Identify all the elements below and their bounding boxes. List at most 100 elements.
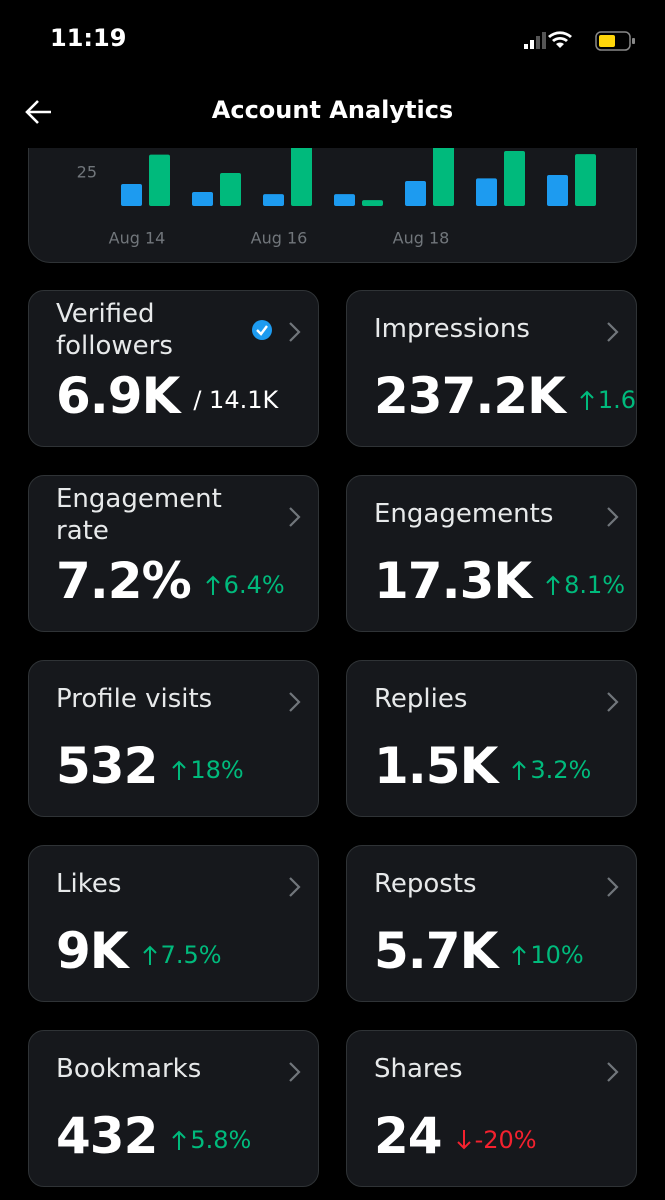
metric-card[interactable]: Bookmarks 432 5.8% xyxy=(28,1030,319,1187)
arrow-path xyxy=(512,945,527,965)
card-label: Engagements xyxy=(374,499,554,529)
change-text: 10% xyxy=(530,941,584,969)
change-arrow xyxy=(580,390,594,410)
chevron xyxy=(607,322,619,342)
change-text: 18% xyxy=(190,756,244,784)
card-value: 432 xyxy=(56,1107,158,1165)
metric-card[interactable]: Replies 1.5K 3.2% xyxy=(346,660,637,817)
chevron-path xyxy=(289,322,301,342)
change-text: 3.2% xyxy=(530,756,592,784)
card-value: 6.9K xyxy=(56,367,180,425)
metric-card[interactable]: Engagement rate 7.2% 6.4% xyxy=(28,475,319,632)
status-time: 11:19 xyxy=(50,24,127,52)
chevron xyxy=(289,507,301,527)
bar xyxy=(263,194,284,206)
change-arrow xyxy=(456,1130,471,1150)
metric-card[interactable]: Likes 9K 7.5% xyxy=(28,845,319,1002)
bar xyxy=(334,194,355,206)
metric-card[interactable]: Shares 24 -20% xyxy=(346,1030,637,1187)
card-row: 6.9K / 14.1K xyxy=(56,367,279,425)
card-row: 5.7K 10% xyxy=(374,922,584,980)
chevron-path xyxy=(289,692,301,712)
card-row: 9K 7.5% xyxy=(56,922,222,980)
card-change: 1.6% xyxy=(579,386,637,414)
change-text: 6.4% xyxy=(223,571,285,599)
chevron xyxy=(607,507,619,527)
card-label: Engagement rate xyxy=(56,484,222,546)
arrow-path xyxy=(456,1130,471,1150)
metric-card[interactable]: Profile visits 532 18% xyxy=(28,660,319,817)
card-value: 1.5K xyxy=(374,737,498,795)
chevron xyxy=(289,322,301,342)
chevron-path xyxy=(607,877,619,897)
metric-card[interactable]: Verified followers 6.9K / 14.1K xyxy=(28,290,319,447)
card-change: 18% xyxy=(171,756,244,784)
metric-card[interactable]: Impressions 237.2K 1.6% xyxy=(346,290,637,447)
change-text: 5.8% xyxy=(190,1126,252,1154)
header: Account Analytics xyxy=(0,78,665,148)
card-value: 24 xyxy=(374,1107,443,1165)
card-label: Bookmarks xyxy=(56,1054,202,1084)
bar xyxy=(476,178,497,206)
card-value: 9K xyxy=(56,922,129,980)
card-row: 17.3K 8.1% xyxy=(374,552,626,610)
chevron xyxy=(289,1062,301,1082)
card-row: 432 5.8% xyxy=(56,1107,251,1165)
verified-badge xyxy=(252,320,272,340)
card-label: Reposts xyxy=(374,869,477,899)
card-label: Replies xyxy=(374,684,468,714)
card-label: Shares xyxy=(374,1054,463,1084)
bar xyxy=(121,183,142,206)
status-icons xyxy=(524,31,635,51)
chevron-path xyxy=(289,507,301,527)
x-tick-label: Aug 14 xyxy=(109,229,166,248)
change-text: 1.6% xyxy=(597,386,637,414)
change-arrow xyxy=(546,575,560,595)
chevron-path xyxy=(607,692,619,712)
bar xyxy=(220,173,241,206)
change-text: -20% xyxy=(474,1126,537,1154)
card-row: 532 18% xyxy=(56,737,244,795)
x-tick-label: Aug 16 xyxy=(251,229,308,248)
card-label: Profile visits xyxy=(56,684,213,714)
arrow-path xyxy=(142,945,157,965)
card-value: 17.3K xyxy=(374,552,532,610)
chevron-path xyxy=(289,1062,301,1082)
change-arrow xyxy=(172,1130,187,1150)
card-change: 6.4% xyxy=(205,571,285,599)
change-arrow xyxy=(512,760,527,780)
card-label: Verified followers xyxy=(56,299,173,361)
bar xyxy=(433,145,454,206)
card-row: 7.2% 6.4% xyxy=(56,552,285,610)
bar xyxy=(291,145,312,206)
back-button[interactable] xyxy=(24,98,54,126)
y-tick-label: 25 xyxy=(77,163,97,182)
bar xyxy=(547,175,568,206)
arrow-path xyxy=(172,760,187,780)
card-value: 237.2K xyxy=(374,367,566,425)
card-sub: / 14.1K xyxy=(193,386,279,414)
chevron-path xyxy=(289,877,301,897)
bar xyxy=(405,180,426,206)
bar xyxy=(575,154,596,206)
card-row: 237.2K 1.6% xyxy=(374,367,637,425)
change-text: 8.1% xyxy=(564,571,626,599)
metric-card[interactable]: Reposts 5.7K 10% xyxy=(346,845,637,1002)
arrow-path xyxy=(546,575,560,595)
bar xyxy=(504,151,525,206)
badge-check xyxy=(256,325,268,336)
card-label: Likes xyxy=(56,869,122,899)
card-label: Impressions xyxy=(374,314,530,344)
change-arrow xyxy=(512,945,527,965)
bar xyxy=(192,192,213,206)
change-arrow xyxy=(142,945,157,965)
metric-card[interactable]: Engagements 17.3K 8.1% xyxy=(346,475,637,632)
chevron xyxy=(289,877,301,897)
x-tick-label: Aug 18 xyxy=(393,229,450,248)
chevron-path xyxy=(607,322,619,342)
badge-circle xyxy=(252,320,272,340)
arrow-path xyxy=(512,760,527,780)
card-change: -20% xyxy=(456,1126,537,1154)
card-change: 7.5% xyxy=(142,941,222,969)
card-change: 5.8% xyxy=(171,1126,251,1154)
